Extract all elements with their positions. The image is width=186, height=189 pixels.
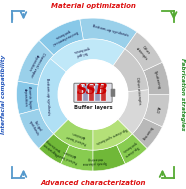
- Polygon shape: [93, 145, 125, 171]
- Polygon shape: [113, 49, 148, 91]
- Text: Electrochemical
synthesis: Electrochemical synthesis: [48, 26, 78, 46]
- Polygon shape: [39, 19, 83, 55]
- Text: Sol-gel
synthesis: Sol-gel synthesis: [72, 45, 91, 57]
- Text: Spark plasma
sintering: Spark plasma sintering: [83, 156, 108, 165]
- Text: Pulsed laser
ablation: Pulsed laser ablation: [66, 129, 89, 145]
- Polygon shape: [118, 90, 149, 134]
- Text: Top-down
synthesis: Top-down synthesis: [121, 140, 140, 157]
- Bar: [77, 85, 82, 101]
- Bar: [89, 85, 94, 101]
- Text: Sol-gel
synthesis: Sol-gel synthesis: [28, 118, 44, 137]
- Text: Advanced characterization: Advanced characterization: [40, 180, 146, 186]
- Polygon shape: [132, 118, 162, 149]
- Polygon shape: [61, 145, 93, 171]
- Circle shape: [58, 60, 128, 129]
- Polygon shape: [143, 94, 169, 127]
- FancyBboxPatch shape: [74, 83, 112, 102]
- Polygon shape: [54, 119, 93, 150]
- Bar: [101, 85, 106, 101]
- Polygon shape: [93, 119, 132, 150]
- Polygon shape: [19, 109, 54, 149]
- Polygon shape: [80, 18, 137, 49]
- Text: ALD: ALD: [155, 105, 160, 113]
- Polygon shape: [116, 134, 147, 164]
- Polygon shape: [39, 134, 70, 164]
- Text: Buffer layers: Buffer layers: [74, 105, 112, 110]
- Text: Chemical vapor
deposition: Chemical vapor deposition: [24, 49, 45, 78]
- Polygon shape: [143, 62, 169, 94]
- Text: Interfacial compatibility: Interfacial compatibility: [1, 55, 6, 134]
- Text: Fabrication strategies: Fabrication strategies: [180, 58, 185, 131]
- Polygon shape: [18, 40, 54, 85]
- Text: Atomic layer
deposition: Atomic layer deposition: [22, 85, 32, 108]
- Text: Magnetron
sputtering: Magnetron sputtering: [42, 137, 62, 156]
- Text: Material optimization: Material optimization: [51, 3, 135, 9]
- Polygon shape: [37, 59, 68, 134]
- Text: Sintering: Sintering: [141, 125, 153, 140]
- Text: Other
attempts: Other attempts: [135, 43, 152, 61]
- Text: Sputtering: Sputtering: [153, 70, 161, 89]
- Text: Top-down synthesis: Top-down synthesis: [95, 126, 129, 145]
- Text: Bottom-up synthesis: Bottom-up synthesis: [92, 24, 129, 37]
- Bar: [83, 85, 88, 101]
- Polygon shape: [125, 32, 162, 71]
- FancyBboxPatch shape: [111, 89, 115, 97]
- Bar: [95, 85, 100, 101]
- Text: Bottom-up synthesis: Bottom-up synthesis: [45, 77, 51, 115]
- Text: SSB: SSB: [77, 83, 109, 97]
- Text: Other attempts: Other attempts: [135, 77, 141, 105]
- Polygon shape: [50, 39, 125, 72]
- Polygon shape: [17, 81, 39, 114]
- Text: Pulsed laser
ablation: Pulsed laser ablation: [57, 148, 80, 164]
